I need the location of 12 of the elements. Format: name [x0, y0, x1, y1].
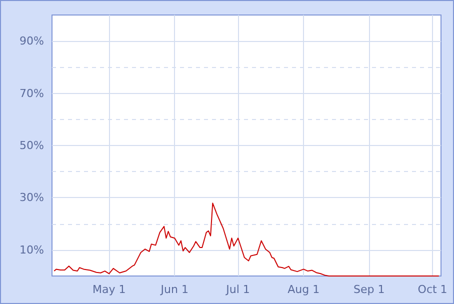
- y-tick-label: 90%: [20, 34, 44, 48]
- y-tick-label: 30%: [20, 191, 44, 204]
- line-series: [54, 202, 440, 276]
- x-tick-label: Sep 1: [354, 283, 385, 296]
- y-tick-label: 70%: [20, 86, 44, 100]
- x-tick-label: Oct 1: [418, 283, 448, 296]
- y-tick-label: 50%: [20, 139, 44, 152]
- x-tick-label: May 1: [92, 283, 126, 296]
- x-tick-label: Aug 1: [288, 283, 320, 296]
- x-tick-label: Jun 1: [160, 283, 188, 296]
- y-tick-label: 10%: [20, 243, 44, 256]
- x-tick-label: Jul 1: [225, 283, 250, 296]
